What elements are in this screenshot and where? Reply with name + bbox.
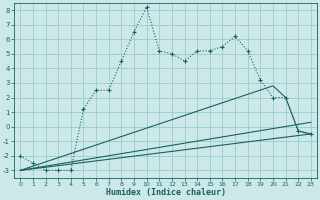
X-axis label: Humidex (Indice chaleur): Humidex (Indice chaleur) — [106, 188, 226, 197]
